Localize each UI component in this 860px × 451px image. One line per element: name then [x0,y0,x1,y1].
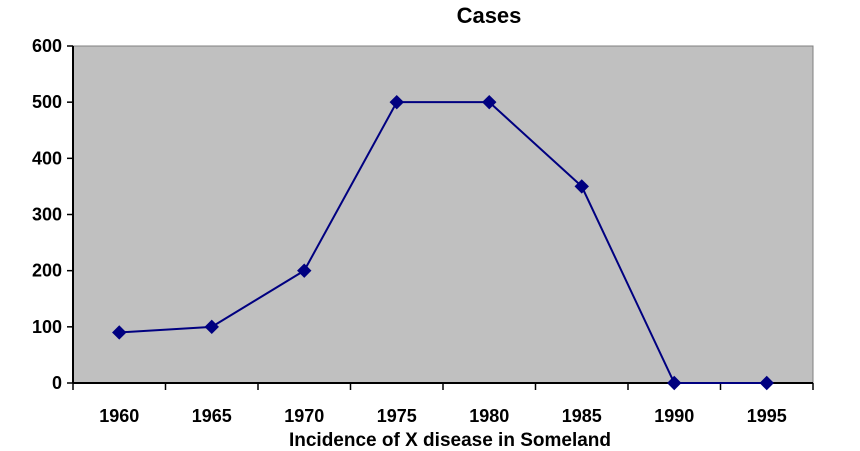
y-tick-label: 300 [32,205,62,225]
data-point-marker [482,94,497,110]
x-axis-ticks: 1960 1965 1970 1975 1980 1985 1990 1995 [72,383,814,426]
y-axis-ticks: 0 100 200 300 400 500 600 [32,36,73,393]
x-tick-label: 1980 [469,406,509,426]
data-point-marker [297,263,312,278]
plot-area [72,45,814,384]
y-tick-label: 400 [32,148,62,168]
data-point-marker [112,325,127,340]
data-point-marker [389,94,404,110]
data-point-marker [667,375,682,391]
series-group [112,94,774,391]
y-tick-label: 0 [52,373,62,393]
x-tick-label: 1990 [654,406,694,426]
x-tick-label: 1965 [192,406,232,426]
y-tick-label: 500 [32,92,62,112]
x-tick-label: 1970 [284,406,324,426]
series-line [119,101,767,384]
chart-title: Cases [457,3,522,28]
x-axis-label: Incidence of X disease in Someland [289,430,611,451]
x-tick-label: 1960 [99,406,139,426]
x-tick-label: 1985 [562,406,602,426]
y-tick-label: 200 [32,261,62,281]
data-point-marker [204,319,219,335]
y-tick-label: 100 [32,317,62,337]
x-tick-label: 1975 [377,406,417,426]
x-tick-label: 1995 [747,406,787,426]
data-point-marker [759,375,774,391]
y-tick-label: 600 [32,36,62,56]
data-point-marker [574,179,589,194]
